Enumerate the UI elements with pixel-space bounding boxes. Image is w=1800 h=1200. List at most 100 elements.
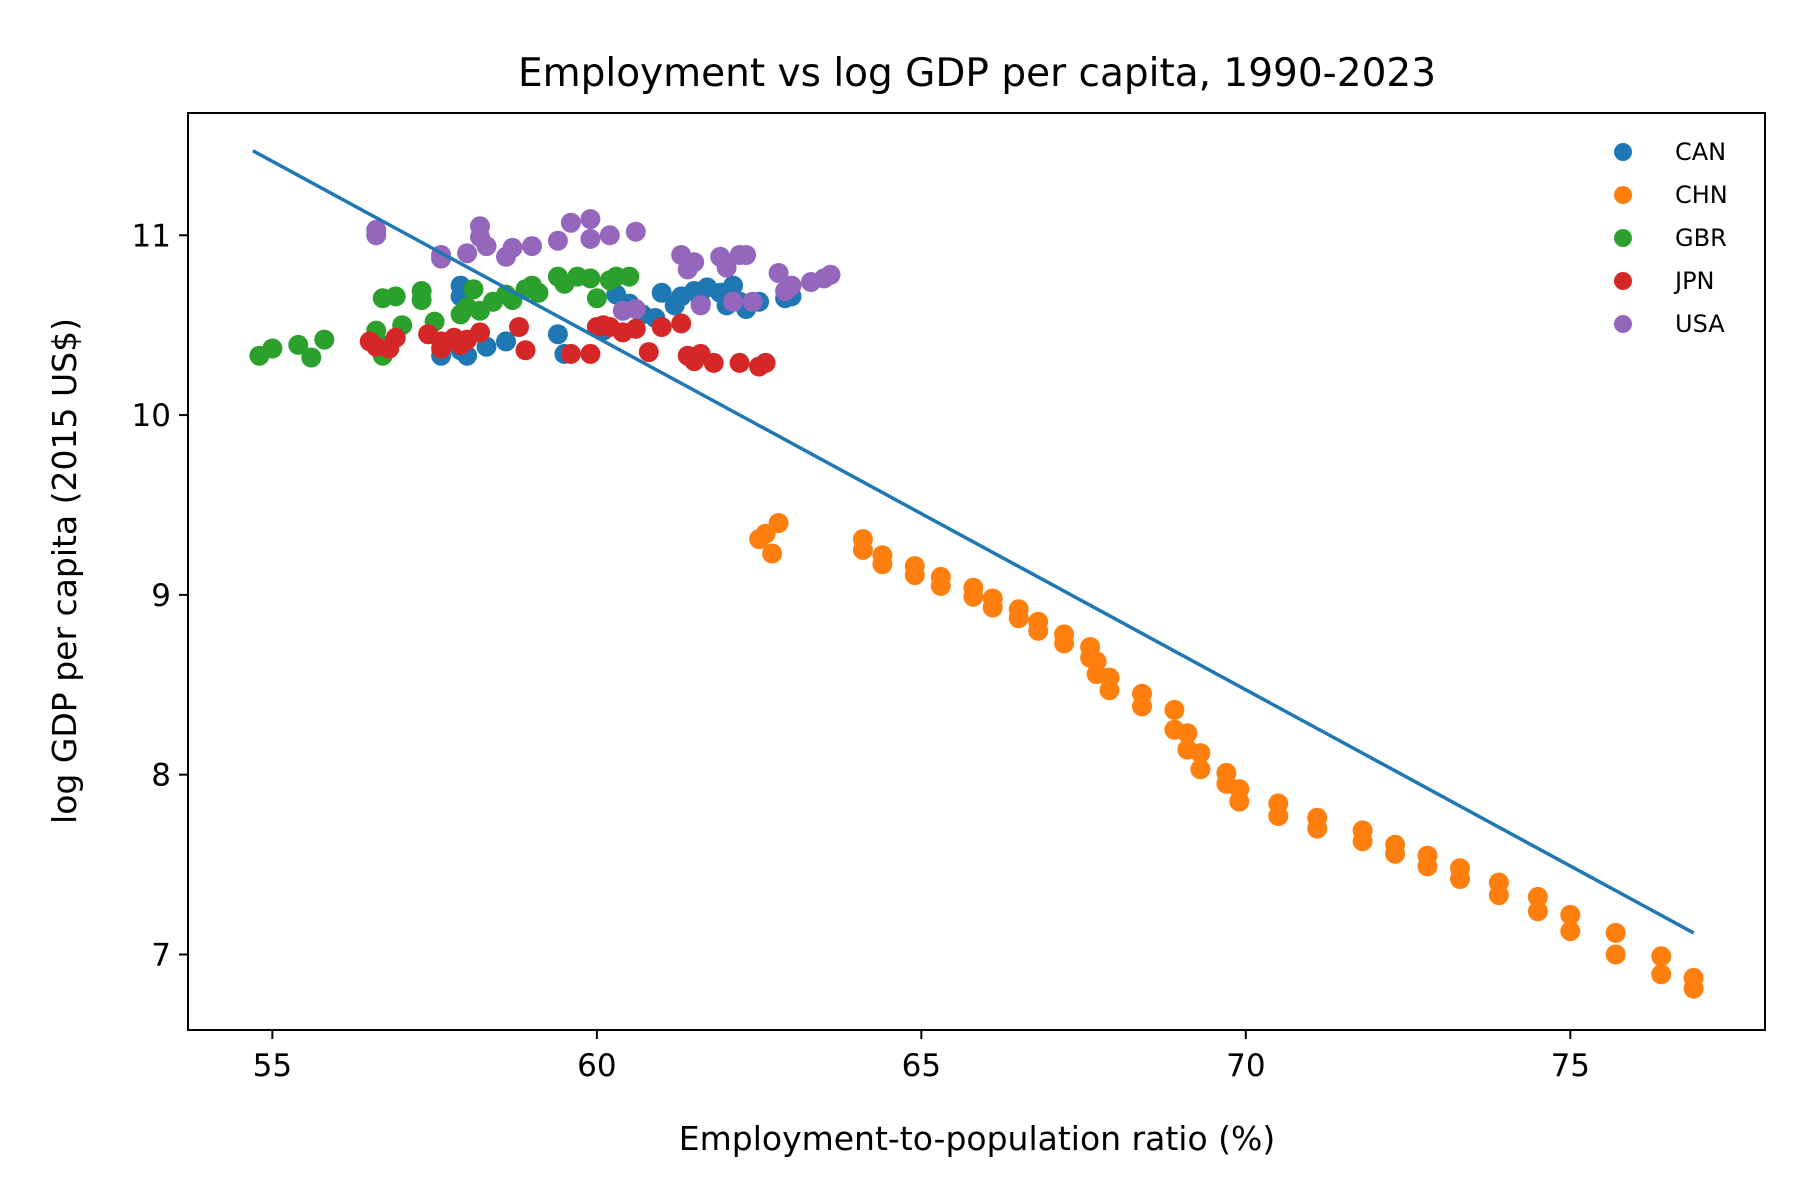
data-point xyxy=(625,318,646,339)
data-point xyxy=(729,352,750,373)
data-point xyxy=(547,230,568,251)
data-point xyxy=(625,299,646,319)
data-point xyxy=(411,290,432,310)
legend-label: USA xyxy=(1675,310,1725,338)
y-axis-ticks: 7 8 9 10 11 xyxy=(132,218,188,973)
y-tick-label: 7 xyxy=(151,937,171,973)
data-point xyxy=(1008,599,1029,620)
series-usa xyxy=(366,209,841,321)
data-point xyxy=(301,347,322,368)
data-point xyxy=(723,275,744,296)
data-point xyxy=(1605,922,1626,943)
fit-layer xyxy=(252,149,1695,935)
data-point xyxy=(457,243,478,264)
data-point xyxy=(762,543,783,564)
data-point xyxy=(1054,624,1075,645)
data-point xyxy=(262,338,283,359)
data-point xyxy=(664,295,685,316)
plot-frame xyxy=(187,112,1766,1031)
data-point xyxy=(1352,820,1373,841)
points-layer xyxy=(249,209,1704,999)
data-point xyxy=(781,275,802,296)
chart-title: Employment vs log GDP per capita, 1990-2… xyxy=(518,51,1436,96)
x-tick-label: 60 xyxy=(577,1048,616,1084)
data-point xyxy=(1651,964,1672,985)
data-point xyxy=(1560,904,1581,925)
data-point xyxy=(1527,901,1548,922)
data-point xyxy=(593,315,614,336)
data-point xyxy=(1132,683,1152,704)
data-point xyxy=(580,268,601,289)
data-point xyxy=(1307,807,1328,828)
x-axis-label: Employment-to-population ratio (%) xyxy=(679,1119,1275,1158)
data-point xyxy=(599,225,620,246)
data-point xyxy=(470,322,490,343)
data-point xyxy=(547,324,568,345)
data-point xyxy=(1605,944,1626,965)
data-point xyxy=(560,212,581,233)
data-point xyxy=(522,236,542,257)
data-point xyxy=(716,257,737,278)
legend-label: GBR xyxy=(1675,224,1727,252)
y-tick-label: 8 xyxy=(151,758,171,794)
data-point xyxy=(684,351,705,372)
data-point xyxy=(431,248,452,269)
data-point xyxy=(651,317,672,337)
y-tick-label: 10 xyxy=(132,398,171,434)
data-point xyxy=(470,300,490,321)
legend-label: CHN xyxy=(1675,181,1728,209)
data-point xyxy=(314,329,335,350)
data-point xyxy=(690,295,711,316)
x-tick-label: 70 xyxy=(1226,1048,1265,1084)
data-point xyxy=(1080,637,1101,657)
data-point xyxy=(671,313,692,334)
data-point xyxy=(638,342,659,363)
data-point xyxy=(723,291,744,312)
data-point xyxy=(930,566,951,587)
data-point xyxy=(385,286,406,307)
data-point xyxy=(1164,719,1185,740)
data-point xyxy=(496,331,516,352)
data-point xyxy=(580,343,601,364)
data-point xyxy=(1417,845,1438,866)
data-point xyxy=(463,279,484,300)
data-point xyxy=(872,545,893,566)
data-point xyxy=(385,327,406,348)
data-point xyxy=(1560,921,1581,942)
x-tick-label: 75 xyxy=(1551,1048,1590,1084)
data-point xyxy=(580,228,601,249)
data-point xyxy=(1190,759,1211,780)
data-point xyxy=(1683,967,1704,988)
data-point xyxy=(768,263,789,283)
series-chn xyxy=(749,513,1704,999)
y-tick-label: 11 xyxy=(132,218,171,254)
legend-marker xyxy=(1614,186,1632,204)
data-point xyxy=(1164,699,1185,720)
data-point xyxy=(1450,858,1470,879)
data-point xyxy=(703,352,724,373)
legend-item-usa: USA xyxy=(1614,310,1725,338)
data-point xyxy=(288,334,309,355)
data-point xyxy=(1385,834,1406,855)
legend-marker xyxy=(1614,143,1632,161)
data-point xyxy=(963,577,984,598)
data-point xyxy=(1651,946,1672,967)
data-point xyxy=(580,209,601,230)
data-point xyxy=(1216,762,1237,783)
data-point xyxy=(1527,886,1548,907)
legend-label: JPN xyxy=(1673,267,1715,295)
data-point xyxy=(684,252,705,273)
data-point xyxy=(736,245,757,265)
data-point xyxy=(651,282,672,303)
series-jpn xyxy=(359,313,776,377)
x-axis-ticks: 55 60 65 70 75 xyxy=(253,1030,1590,1084)
data-point xyxy=(625,221,646,242)
data-point xyxy=(742,291,763,312)
legend: CAN CHN GBR JPN USA xyxy=(1614,138,1728,338)
data-point xyxy=(1488,872,1509,893)
legend-item-can: CAN xyxy=(1614,138,1726,166)
legend-item-gbr: GBR xyxy=(1614,224,1727,252)
data-point xyxy=(515,340,536,361)
legend-marker xyxy=(1614,229,1632,247)
